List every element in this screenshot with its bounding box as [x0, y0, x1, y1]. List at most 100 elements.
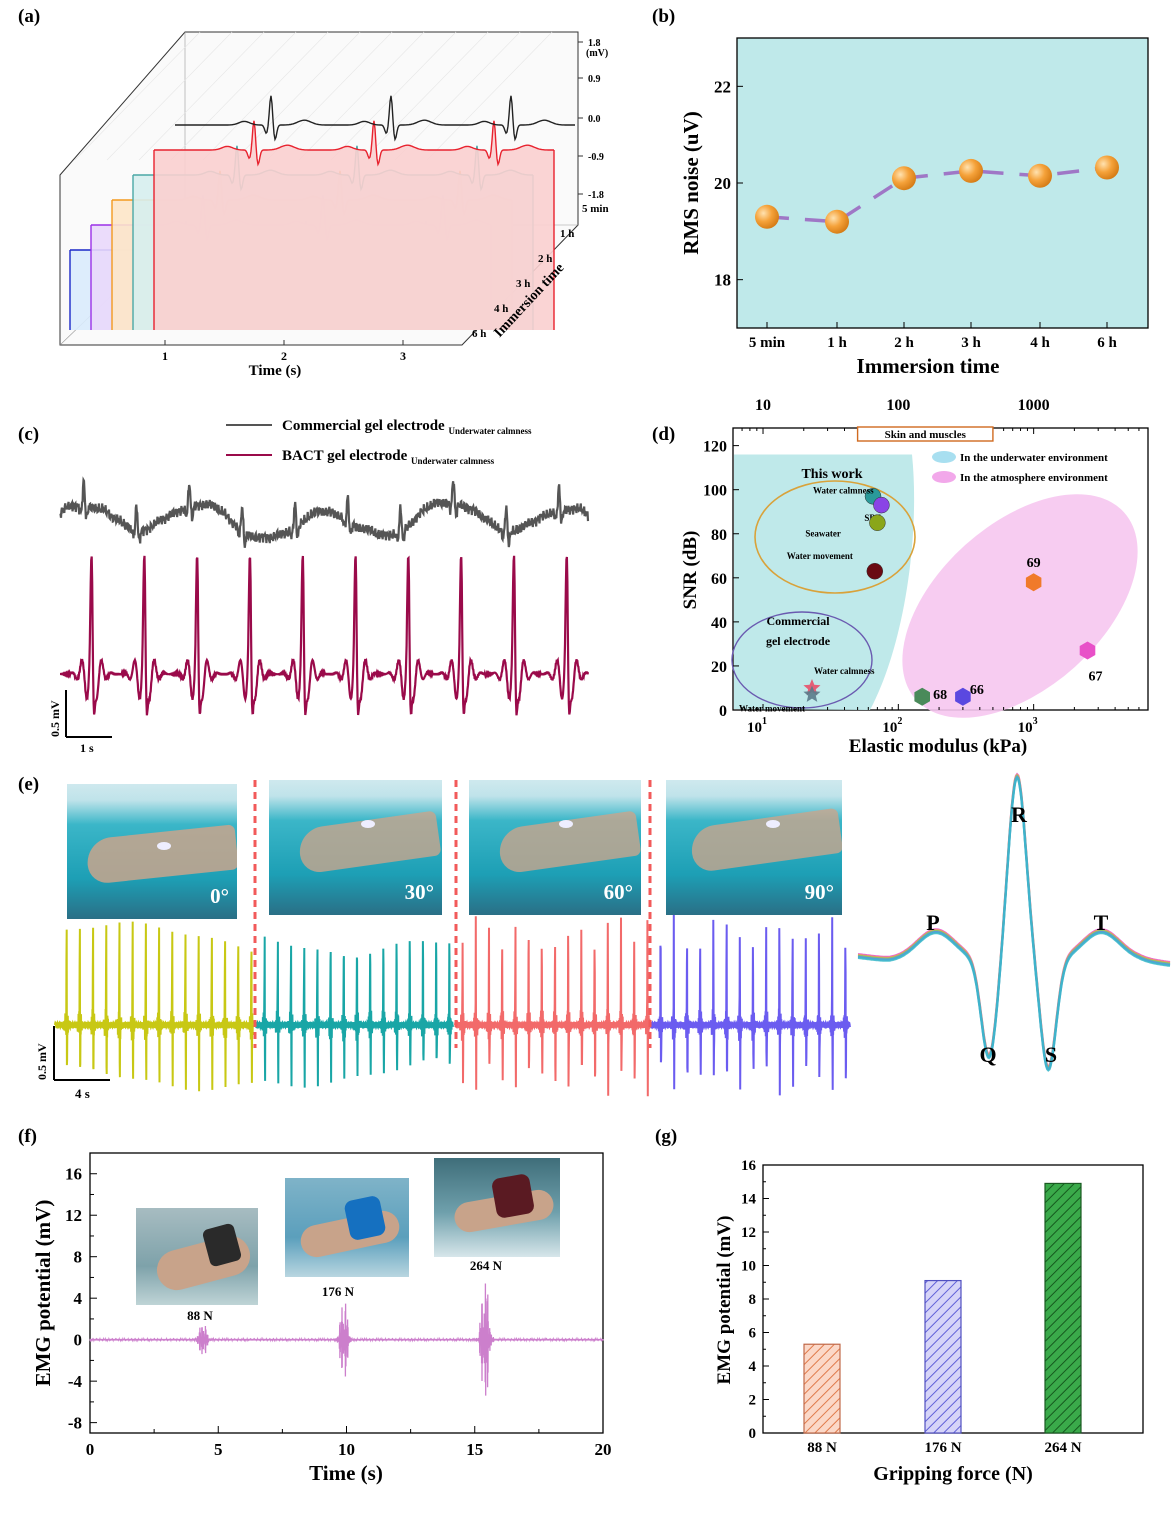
d-xtick-exp: 3	[1033, 716, 1038, 727]
a-ytick-label: 0.0	[588, 114, 601, 125]
f-ytick-label: 4	[74, 1289, 83, 1308]
a-gridline	[426, 31, 553, 161]
panel-label-b: (b)	[652, 6, 675, 27]
d-top-tick-label: 10	[755, 397, 771, 414]
a-gridline	[106, 31, 233, 161]
a-gridline	[202, 31, 329, 161]
photo-grip-176n	[285, 1178, 409, 1277]
d-ytick-label: 0	[719, 703, 727, 720]
a-ztick-label: 1 h	[560, 228, 574, 240]
e-trace-segment	[254, 936, 454, 1088]
e-trace-segment	[649, 911, 851, 1096]
electrode-60deg	[559, 820, 573, 828]
d-ytick-label: 40	[711, 615, 727, 632]
a-ytick-label: 1.8	[588, 38, 601, 49]
g-bar	[924, 1279, 962, 1434]
d-xlabel: Elastic modulus (kPa)	[849, 736, 1027, 757]
a-gridline	[298, 31, 425, 161]
a-xtick-label: 1	[162, 349, 168, 363]
b-point	[892, 166, 916, 191]
d-ylabel: SNR (dB)	[680, 531, 701, 610]
b-point	[755, 204, 779, 229]
d-ytick-label: 60	[711, 571, 727, 588]
b-xlabel: Immersion time	[857, 354, 1000, 378]
g-ylabel: EMG potential (mV)	[714, 1216, 735, 1385]
e-pqrst-trace	[857, 776, 1171, 1072]
d-band-label: Skin and muscles	[885, 429, 967, 441]
e-scale-x: 4 s	[75, 1086, 90, 1101]
arm-0deg	[85, 824, 237, 885]
b-xtick-label: 3 h	[961, 335, 981, 351]
band-264n	[490, 1173, 536, 1219]
panel-e-angles: 0.5 mV 4 s P Q R S T	[35, 772, 1171, 1101]
a-xlabel: Time (s)	[249, 363, 302, 379]
a-series-line	[154, 120, 554, 167]
d-point-ref-label: 68	[933, 688, 947, 703]
g-bar	[1044, 1182, 1082, 1434]
b-ylabel: RMS noise (uV)	[679, 111, 703, 255]
panel-label-a: (a)	[18, 6, 40, 27]
d-point-commercial	[803, 685, 821, 702]
photo-30deg: 30°	[269, 780, 442, 915]
d-legend-atmosphere: In the atmosphere environment	[960, 472, 1108, 484]
f-burst-label: 264 N	[470, 1258, 503, 1273]
panel-label-e: (e)	[18, 774, 39, 795]
d-xtick-label: 102	[882, 716, 902, 736]
e-wave-r: R	[1011, 802, 1028, 827]
e-wave-q: Q	[979, 1042, 996, 1067]
c-scale-y: 0.5 mV	[48, 700, 62, 737]
d-point-thiswork	[866, 562, 884, 580]
d-point-commercial-label: Water calmness	[814, 666, 875, 676]
f-ytick-label: -8	[68, 1414, 82, 1433]
g-xtick-label: 176 N	[924, 1440, 961, 1456]
f-burst-label: 176 N	[322, 1284, 355, 1299]
d-point-ref-label: 66	[970, 683, 984, 698]
a-gridline	[170, 31, 297, 161]
a-ztick-label: 3 h	[516, 278, 530, 290]
panel-a-3d-ecg: 1 2 3 5 min 1 h 2 h 3 h 4 h 6 h 1.8 0.9 0.0 -0.9 -1.8…	[59, 31, 609, 379]
electrode-30deg	[361, 820, 375, 828]
g-ytick-label: 2	[749, 1393, 757, 1409]
d-point-thiswork	[869, 514, 886, 531]
d-top-tick-label: 100	[886, 397, 910, 414]
a-ytick-label: 0.9	[588, 74, 601, 85]
g-ytick-label: 10	[741, 1259, 756, 1275]
d-point-ref	[955, 687, 971, 706]
b-point	[959, 158, 983, 183]
a-ytick-label: -0.9	[588, 152, 604, 163]
f-xtick-label: 0	[86, 1440, 95, 1459]
electrode-0deg	[157, 842, 171, 850]
d-atmosphere-region	[902, 494, 1138, 718]
photo-angle-0: 0°	[210, 884, 229, 908]
d-point-thiswork-label: Seawater	[805, 529, 841, 539]
f-burst-label: 88 N	[187, 1308, 213, 1323]
f-xlabel: Time (s)	[309, 1461, 383, 1485]
a-xtick-label: 3	[400, 349, 406, 363]
b-point	[825, 209, 849, 234]
a-gridline	[394, 31, 521, 161]
f-xtick-label: 15	[466, 1440, 483, 1459]
g-xtick-label: 88 N	[807, 1440, 837, 1456]
d-ytick-label: 120	[703, 439, 727, 456]
f-ytick-label: -4	[68, 1372, 83, 1391]
d-commercial-label-2: gel electrode	[766, 634, 831, 648]
g-ytick-label: 8	[749, 1292, 757, 1308]
d-xtick-exp: 1	[762, 716, 767, 727]
a-yunit: (mV)	[586, 48, 608, 59]
f-ytick-label: 0	[74, 1331, 83, 1350]
d-point-thiswork	[873, 496, 890, 514]
g-ytick-label: 0	[749, 1426, 757, 1442]
panel-c-ecg-compare: Commercial gel electrode Underwater calm…	[48, 418, 590, 755]
d-xtick-label: 101	[747, 716, 767, 736]
a-gridline	[330, 31, 457, 161]
a-gridline	[138, 31, 265, 161]
arm-90deg	[688, 807, 842, 874]
b-xtick-label: 5 min	[749, 335, 786, 351]
g-ytick-label: 12	[741, 1225, 756, 1241]
a-xtick-label: 2	[281, 349, 287, 363]
a-ztick-label: 5 min	[582, 203, 609, 215]
d-thiswork-ellipse	[754, 480, 916, 594]
f-emg-trace	[89, 1283, 604, 1396]
photo-angle-60: 60°	[603, 880, 633, 904]
